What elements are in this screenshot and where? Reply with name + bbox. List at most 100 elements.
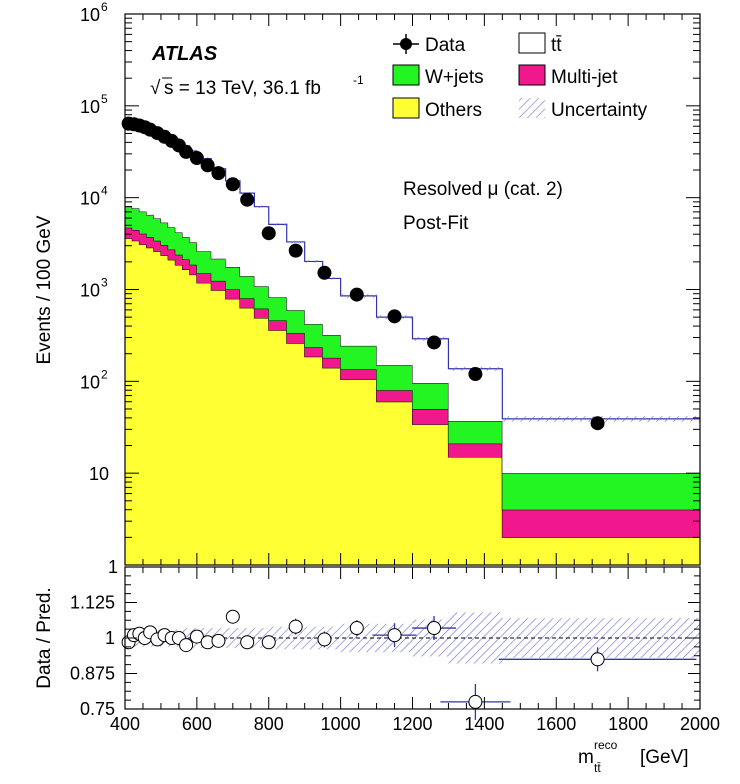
y-tick-base: 10 <box>80 372 100 392</box>
data-marker <box>349 287 364 302</box>
ratio-y-axis-ticks: 0.75 0.875 1 1.125 <box>70 566 700 719</box>
ratio-marker <box>225 609 240 624</box>
ratio-marker <box>349 621 364 636</box>
data-point <box>427 335 442 350</box>
y-axis-title: Events / 100 GeV <box>34 215 55 364</box>
ratio-marker <box>590 652 605 667</box>
ratio-marker <box>189 629 204 644</box>
y-tick-label: 10 <box>89 464 109 484</box>
ratio-point <box>317 631 332 648</box>
data-marker <box>590 416 605 431</box>
x-tick-label: 400 <box>110 714 140 734</box>
data-point <box>225 177 240 192</box>
ratio-points <box>121 609 697 720</box>
sqrt-symbol: √ <box>150 78 161 99</box>
ratio-marker <box>387 628 402 643</box>
x-tick-label: 1800 <box>608 714 648 734</box>
y-tick-base: 10 <box>80 97 100 117</box>
legend-others-swatch <box>392 97 420 119</box>
ratio-marker <box>288 619 303 634</box>
ratio-point <box>225 609 240 624</box>
uncertainty-bin <box>322 277 341 280</box>
legend-ttbar-swatch <box>518 32 546 54</box>
data-point <box>200 158 215 173</box>
region-label: Resolved μ (cat. 2) <box>403 179 563 200</box>
data-marker <box>211 166 226 181</box>
data-point <box>189 151 204 166</box>
x-tick-label: 600 <box>182 714 212 734</box>
experiment-label: ATLAS <box>151 43 218 65</box>
y-tick-exp: 6 <box>101 0 108 14</box>
ratio-point <box>211 633 226 648</box>
legend-wjets-swatch <box>392 64 420 86</box>
legend-uncertainty: Uncertainty <box>519 98 648 121</box>
data-point <box>387 309 402 324</box>
uncertainty-bin <box>286 240 305 244</box>
y-tick-exp: 4 <box>101 184 108 198</box>
x-tick-label: 1600 <box>536 714 576 734</box>
legend-uncertainty-swatch <box>519 98 545 118</box>
legend-ttbar-label: tt̄ <box>551 35 562 56</box>
legend-wjets-label: W+jets <box>425 67 484 88</box>
ratio-point <box>240 635 255 650</box>
energy-label: √ s = 13 TeV, 36.1 fb -1 <box>150 73 364 99</box>
data-point <box>590 416 605 431</box>
ratio-point <box>261 635 276 650</box>
ratio-point <box>179 638 194 653</box>
x-axis-title-sub: tt̄ <box>594 761 601 775</box>
x-tick-label: 1200 <box>392 714 432 734</box>
x-tick-label: 800 <box>254 714 284 734</box>
y-tick-base: 10 <box>80 281 100 301</box>
data-marker <box>200 158 215 173</box>
data-marker <box>427 335 442 350</box>
legend: Data tt̄ W+jets Multi-jet Others Uncerta… <box>392 32 648 121</box>
ratio-point <box>349 620 364 637</box>
data-marker <box>189 151 204 166</box>
legend-uncertainty-label: Uncertainty <box>551 100 648 121</box>
data-marker <box>240 192 255 207</box>
x-axis-title-m: m <box>578 747 594 768</box>
ratio-marker <box>179 638 194 653</box>
y-tick-label: 10 4 <box>80 184 108 209</box>
legend-others: Others <box>392 97 482 121</box>
lumi-exponent: -1 <box>353 73 364 87</box>
ratio-marker <box>317 632 332 647</box>
y-tick-label: 10 2 <box>80 367 108 392</box>
y-tick-base: 10 <box>80 5 100 25</box>
x-axis-title: m reco tt̄ [GeV] <box>578 738 689 775</box>
ratio-marker <box>240 635 255 650</box>
y-tick-label-one: 1 <box>108 557 118 577</box>
ratio-y-axis-title: Data / Pred. <box>34 587 55 688</box>
ratio-uncertainty-bin <box>304 626 323 650</box>
data-marker <box>468 367 483 382</box>
legend-multijet-label: Multi-jet <box>551 67 618 88</box>
legend-others-label: Others <box>425 100 482 121</box>
legend-multijet: Multi-jet <box>518 64 618 88</box>
uncertainty-bin <box>196 157 212 160</box>
uncertainty-bin <box>268 223 287 226</box>
y-tick-label: 10 6 <box>80 0 108 25</box>
uncertainty-bin <box>189 149 197 153</box>
data-marker <box>288 243 303 258</box>
energy-text: s = 13 TeV, 36.1 fb <box>164 78 321 99</box>
ratio-y-tick-label: 0.875 <box>70 664 115 684</box>
data-point <box>179 144 194 159</box>
ratio-y-tick-label: 1.125 <box>70 593 115 613</box>
ratio-y-tick-label: 0.75 <box>80 699 115 719</box>
data-marker <box>261 226 276 241</box>
y-tick-exp: 5 <box>101 92 108 106</box>
x-axis-title-unit: [GeV] <box>640 747 689 768</box>
ratio-marker <box>261 635 276 650</box>
data-marker <box>225 177 240 192</box>
ratio-uncertainty-bin <box>182 628 190 648</box>
x-axis-title-sup: reco <box>594 738 618 752</box>
data-point <box>349 287 364 302</box>
ratio-y-tick-label: 1 <box>105 628 115 648</box>
uncertainty-bin <box>304 260 323 263</box>
x-axis-ticks: 400 600 800 1000 1200 1400 1600 1800 2000 <box>110 14 720 734</box>
ratio-point <box>498 647 697 672</box>
y-tick-label: 10 5 <box>80 92 108 117</box>
data-point <box>468 367 483 382</box>
